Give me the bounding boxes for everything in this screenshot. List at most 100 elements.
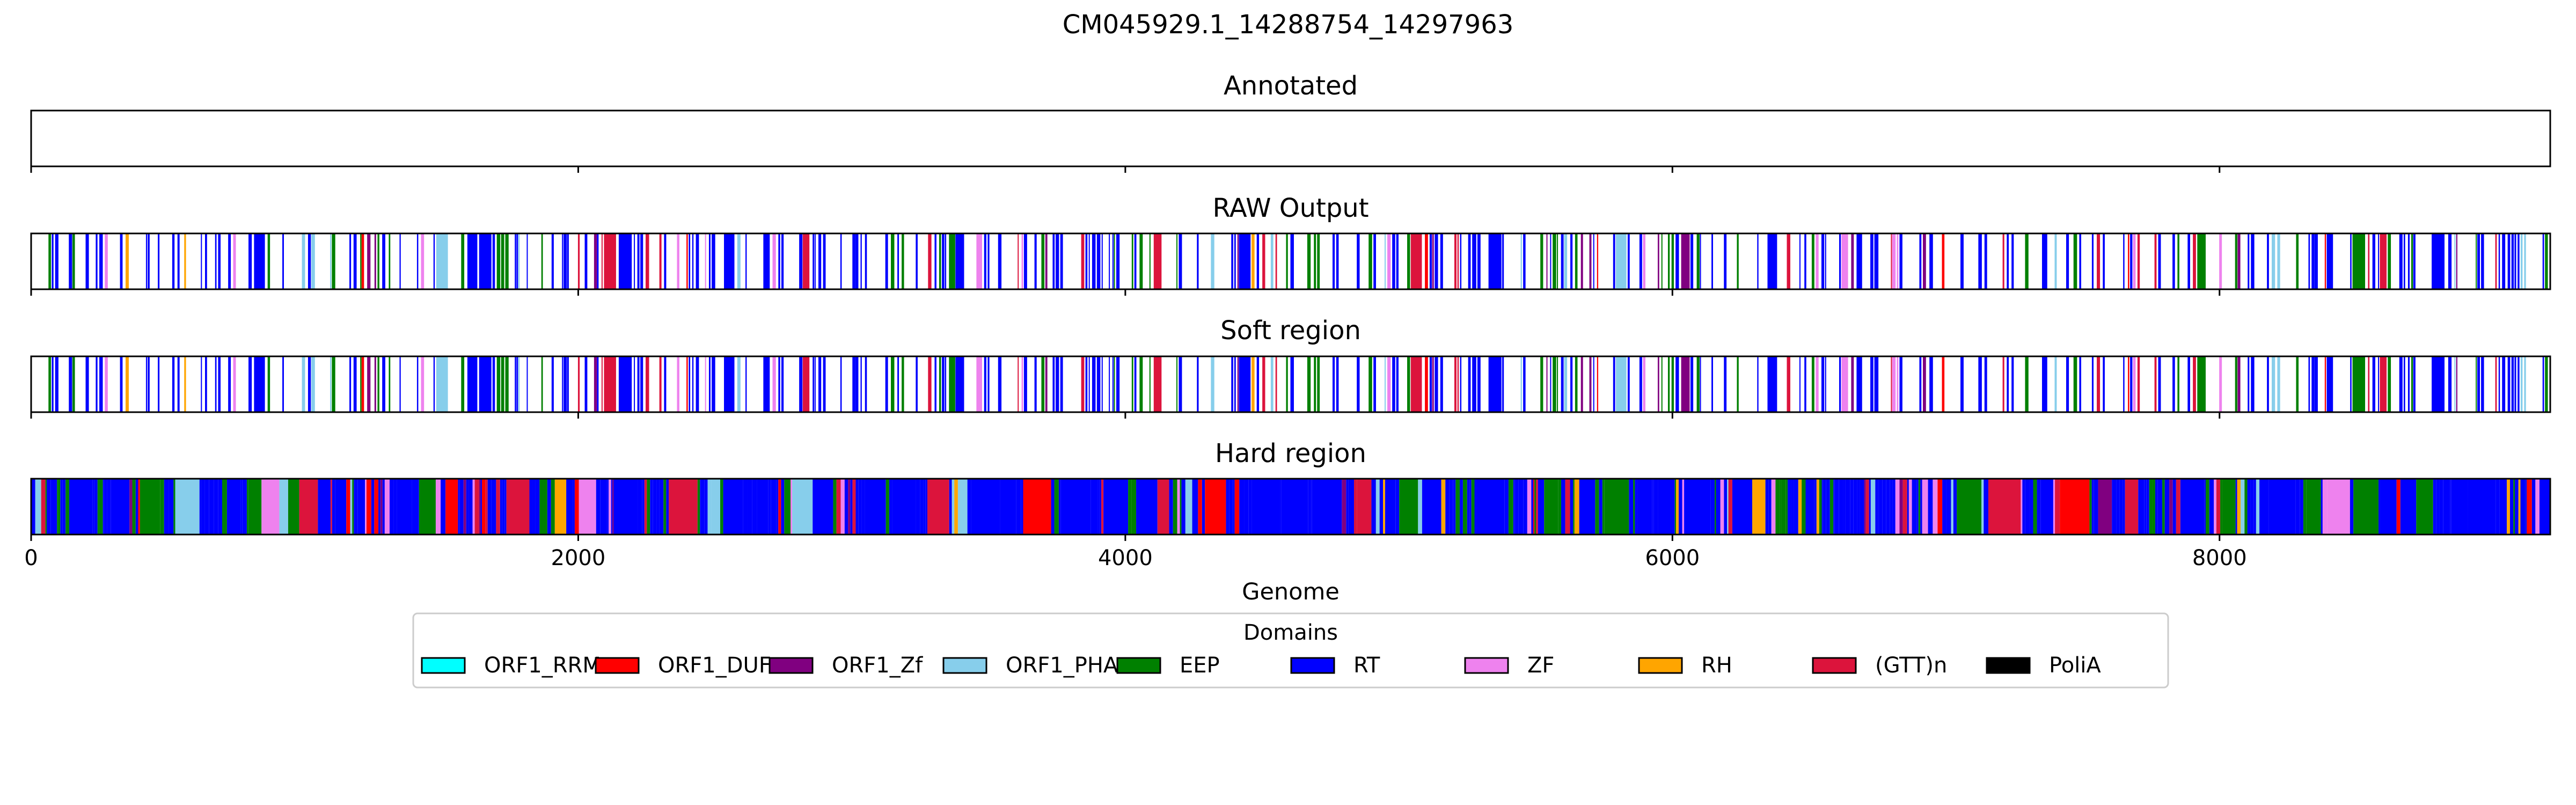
domain-segment — [1262, 356, 1265, 412]
domain-segment — [311, 356, 315, 412]
domain-segment — [1561, 479, 1565, 535]
domain-segment — [1853, 479, 1857, 535]
domain-segment — [782, 479, 785, 535]
domain-segment — [814, 233, 816, 289]
domain-segment — [120, 233, 123, 289]
x-axis-label: Genome — [1242, 579, 1340, 605]
legend-swatch — [1290, 657, 1335, 674]
domain-segment — [2518, 233, 2520, 289]
domain-segment — [1757, 233, 1759, 289]
panel-raw-output: RAW Output — [30, 193, 2551, 296]
domain-segment — [1052, 233, 1055, 289]
domain-segment — [2091, 356, 2094, 412]
domain-segment — [158, 233, 160, 289]
domain-segment — [1978, 233, 1982, 289]
domain-segment — [1149, 356, 1151, 412]
domain-segment — [1826, 479, 1830, 535]
domain-segment — [2033, 479, 2037, 535]
domain-segment — [1899, 233, 1902, 289]
domain-segment — [2112, 479, 2117, 535]
domain-segment — [541, 233, 543, 289]
domain-segment — [860, 356, 862, 412]
domain-segment — [1153, 356, 1162, 412]
domain-segment — [1407, 356, 1410, 412]
domain-segment — [1179, 356, 1182, 412]
domain-segment — [2378, 233, 2380, 289]
domain-segment — [487, 479, 492, 535]
panel-title-annotated: Annotated — [1224, 71, 1358, 101]
domain-segment — [374, 356, 376, 412]
domain-segment — [1170, 479, 1173, 535]
domain-segment — [2496, 479, 2500, 535]
domain-segment — [2314, 356, 2318, 412]
domain-segment — [1984, 356, 1987, 412]
domain-segment — [47, 479, 51, 535]
domain-segment — [1387, 233, 1391, 289]
domain-segment — [604, 356, 616, 412]
domain-segment — [2326, 233, 2333, 289]
domain-segment — [1460, 479, 1463, 535]
domain-segment — [1953, 479, 1957, 535]
domain-segment — [573, 479, 575, 535]
domain-segment — [2326, 356, 2333, 412]
domain-segment — [2219, 356, 2222, 412]
domain-segment — [692, 356, 694, 412]
domain-segment — [35, 479, 41, 535]
domain-segment — [640, 356, 643, 412]
domain-segment — [222, 479, 227, 535]
domain-segment — [570, 479, 573, 535]
domain-segment — [218, 233, 221, 289]
domain-segment — [637, 233, 640, 289]
domain-segment — [1700, 356, 1701, 412]
domain-segment — [529, 479, 533, 535]
domain-segment — [48, 233, 51, 289]
domain-segment — [361, 233, 364, 289]
domain-segment — [1311, 479, 1312, 535]
x-tick-label: 0 — [24, 546, 38, 570]
domain-segment — [2498, 356, 2500, 412]
x-tick-label: 2000 — [551, 546, 606, 570]
domain-segment — [1173, 479, 1177, 535]
domain-segment — [72, 233, 75, 289]
domain-segment — [954, 479, 958, 535]
domain-segment — [757, 479, 769, 535]
domain-segment — [1523, 233, 1526, 289]
domain-segment — [1856, 356, 1862, 412]
domain-segment — [955, 233, 964, 289]
domain-segment — [382, 479, 385, 535]
domain-segment — [1533, 479, 1535, 535]
domain-segment — [1112, 356, 1114, 412]
domain-segment — [1960, 356, 1964, 412]
domain-segment — [865, 479, 886, 535]
domain-segment — [55, 356, 58, 412]
domain-segment — [2535, 479, 2540, 535]
domain-segment — [480, 479, 482, 535]
domain-segment — [233, 356, 236, 412]
domain-segment — [2158, 356, 2161, 412]
domain-segment — [1384, 356, 1386, 412]
domain-segment — [1832, 479, 1834, 535]
domain-segment — [604, 233, 616, 289]
domain-segment — [1710, 479, 1715, 535]
domain-segment — [1211, 356, 1214, 412]
domain-segment — [1041, 233, 1045, 289]
domain-segment — [1728, 479, 1732, 535]
domain-segment — [1821, 479, 1823, 535]
domain-segment — [330, 233, 332, 289]
domain-segment — [1432, 356, 1434, 412]
domain-segment — [1239, 479, 1245, 535]
domain-segment — [1633, 479, 1635, 535]
domain-segment — [2403, 233, 2405, 289]
domain-segment — [2256, 479, 2260, 535]
domain-segment — [855, 479, 859, 535]
domain-segment — [282, 233, 284, 289]
domain-segment — [1021, 356, 1023, 412]
domain-segment — [1060, 233, 1063, 289]
domain-segment — [597, 233, 599, 289]
domain-segment — [1139, 356, 1143, 412]
domain-segment — [1565, 479, 1570, 535]
domain-segment — [689, 356, 691, 412]
domain-segment — [1767, 233, 1777, 289]
domain-segment — [1231, 356, 1234, 412]
domain-segment — [799, 356, 803, 412]
